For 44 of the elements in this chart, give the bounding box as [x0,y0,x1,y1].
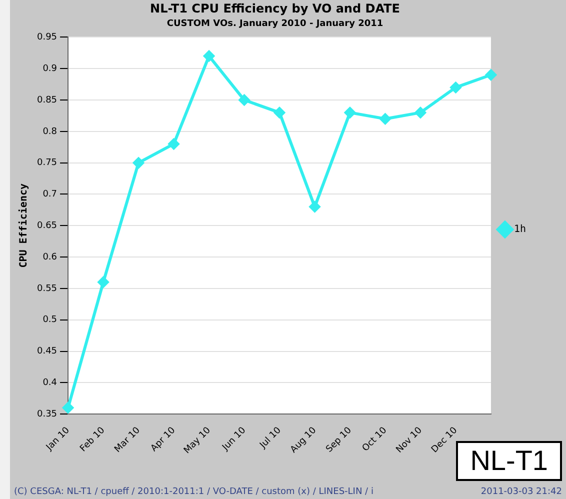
point [414,107,426,118]
y-axis-title: CPU Efficiency [18,183,30,268]
point [62,402,74,414]
point [98,276,109,288]
x-tick-label: Jul 10 [258,425,284,452]
x-tick-label: Sep 10 [324,425,354,455]
chart-title: NL-T1 CPU Efficiency by VO and DATE [150,1,400,16]
x-tick-label: Jun 10 [220,425,248,454]
x-tick-label: Feb 10 [78,425,108,454]
point [274,107,285,118]
y-tick-label: 0.6 [42,252,58,262]
y-tick-label: 0.55 [36,284,58,294]
y-tick-label: 0.45 [36,346,58,357]
point [380,113,391,124]
x-tick-label: Apr 10 [149,425,178,454]
point [450,82,462,93]
point [133,157,144,168]
y-tick-label: 0.4 [42,378,58,388]
y-tick-label: 0.8 [42,126,58,137]
y-tick-label: 0.9 [42,64,58,74]
y-tick-label: 0.7 [42,190,58,200]
x-tick-label: Aug 10 [288,425,319,456]
point [344,107,356,118]
y-tick-label: 0.35 [36,409,58,420]
text: 2011-03-03 21:42 [480,487,562,497]
y-tick-label: 0.65 [36,220,58,231]
x-tick-label: Mar 10 [113,425,142,455]
point [168,138,180,150]
y-tick-label: 0.75 [36,158,58,168]
x-tick-label: Nov 10 [394,425,424,456]
text: (C) CESGA: NL-T1 / cpueff / 2010:1-2011:1 / VO-DATE / custom (x) / LINES-LIN / i [14,487,374,497]
text: NL-T1 [470,445,548,476]
x-tick-label: Jan 10 [44,425,72,454]
x-tick-label: Dec 10 [430,425,460,456]
x-tick-label: Oct 10 [360,425,390,454]
y-tick-label: 0.95 [36,32,58,43]
chart-subtitle: CUSTOM VOs. January 2010 - January 2011 [166,19,384,30]
point [485,69,496,80]
point [204,50,215,62]
legend-label: 1h [514,224,526,236]
point [309,201,320,212]
point [238,94,250,106]
y-tick-label: 0.5 [42,315,58,326]
y-tick-label: 0.85 [36,95,58,106]
